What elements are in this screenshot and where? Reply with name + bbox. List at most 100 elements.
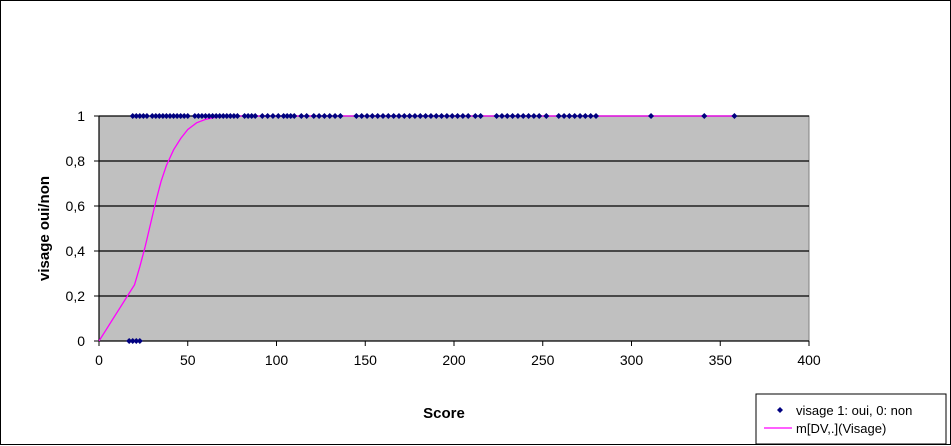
data-point-0 — [126, 338, 133, 344]
data-point-37 — [259, 113, 266, 119]
data-point-90 — [571, 113, 578, 119]
data-point-86 — [543, 113, 550, 119]
data-point-65 — [417, 113, 424, 119]
x-tick-label-3: 150 — [354, 352, 378, 368]
data-point-84 — [530, 113, 537, 119]
data-point-7 — [140, 113, 147, 119]
data-point-87 — [555, 113, 562, 119]
data-point-55 — [364, 113, 371, 119]
data-point-11 — [156, 113, 163, 119]
data-point-15 — [170, 113, 177, 119]
data-point-29 — [223, 113, 230, 119]
data-point-60 — [390, 113, 397, 119]
legend-label-scatter: visage 1: oui, 0: non — [796, 403, 912, 418]
data-point-13 — [163, 113, 170, 119]
data-point-74 — [465, 113, 472, 119]
data-point-21 — [195, 113, 202, 119]
data-point-4 — [129, 113, 136, 119]
data-point-19 — [184, 113, 191, 119]
data-point-68 — [433, 113, 440, 119]
data-point-2 — [133, 338, 140, 344]
data-point-50 — [326, 113, 333, 119]
y-tick-label-2: 0,4 — [66, 243, 86, 259]
tick-labels: 0 50 100 150 200 250 300 350 400 0 0,2 0,4 0,6 0,8 1 — [66, 108, 821, 368]
plot-area — [98, 115, 810, 342]
x-axis-title: Score — [423, 405, 465, 422]
data-point-53 — [353, 113, 360, 119]
data-point-71 — [449, 113, 456, 119]
data-point-16 — [174, 113, 181, 119]
y-axis-title: visage oui/non — [36, 176, 53, 281]
data-point-24 — [206, 113, 213, 119]
data-point-64 — [411, 113, 418, 119]
data-point-63 — [406, 113, 413, 119]
data-point-43 — [287, 113, 294, 119]
x-tick-label-5: 250 — [531, 352, 555, 368]
data-point-57 — [374, 113, 381, 119]
data-point-28 — [220, 113, 227, 119]
data-point-36 — [252, 113, 259, 119]
x-tick-label-7: 350 — [709, 352, 733, 368]
data-point-47 — [310, 113, 317, 119]
series-layer — [98, 113, 738, 344]
data-point-69 — [438, 113, 445, 119]
data-point-41 — [280, 113, 287, 119]
data-point-62 — [401, 113, 408, 119]
data-point-91 — [577, 113, 584, 119]
data-point-51 — [332, 113, 339, 119]
data-point-9 — [149, 113, 156, 119]
data-point-17 — [177, 113, 184, 119]
data-point-12 — [159, 113, 166, 119]
data-point-77 — [493, 113, 500, 119]
data-point-79 — [504, 113, 511, 119]
data-point-49 — [321, 113, 328, 119]
y-tick-label-0: 0 — [77, 333, 85, 349]
x-tick-label-1: 50 — [180, 352, 196, 368]
data-point-5 — [133, 113, 140, 119]
data-point-34 — [245, 113, 252, 119]
data-point-45 — [298, 113, 305, 119]
data-point-40 — [275, 113, 282, 119]
y-tick-label-5: 1 — [77, 108, 85, 124]
data-point-96 — [701, 113, 708, 119]
x-tick-label-0: 0 — [95, 352, 103, 368]
data-point-76 — [477, 113, 484, 119]
data-point-14 — [167, 113, 173, 119]
data-point-93 — [587, 113, 594, 119]
legend-label-line: m[DV,.](Visage) — [796, 421, 886, 436]
data-point-56 — [369, 113, 376, 119]
data-point-1 — [129, 338, 136, 344]
data-point-88 — [561, 113, 568, 119]
data-point-89 — [566, 113, 573, 119]
data-point-72 — [454, 113, 461, 119]
data-point-3 — [136, 338, 143, 344]
data-point-26 — [213, 113, 220, 119]
data-point-46 — [303, 113, 310, 119]
data-point-75 — [472, 113, 479, 119]
x-tick-label-8: 400 — [797, 352, 821, 368]
data-point-6 — [136, 113, 143, 119]
legend-marker-scatter — [777, 407, 783, 413]
data-point-48 — [316, 113, 323, 119]
data-point-58 — [380, 113, 386, 119]
y-tick-label-1: 0,2 — [66, 288, 86, 304]
data-point-25 — [209, 113, 216, 119]
data-point-70 — [443, 113, 450, 119]
data-point-92 — [582, 113, 589, 119]
data-point-22 — [198, 113, 205, 119]
data-point-73 — [459, 113, 466, 119]
data-point-81 — [514, 113, 521, 119]
data-point-32 — [234, 113, 241, 119]
data-point-80 — [509, 113, 516, 119]
legend: visage 1: oui, 0: non m[DV,.](Visage) — [755, 393, 947, 445]
data-point-59 — [385, 113, 392, 119]
data-point-97 — [731, 113, 738, 119]
data-point-61 — [395, 113, 402, 119]
data-point-85 — [536, 113, 543, 119]
x-tick-label-2: 100 — [265, 352, 289, 368]
x-tick-label-6: 300 — [620, 352, 644, 368]
data-point-94 — [593, 113, 599, 119]
data-point-82 — [520, 113, 527, 119]
